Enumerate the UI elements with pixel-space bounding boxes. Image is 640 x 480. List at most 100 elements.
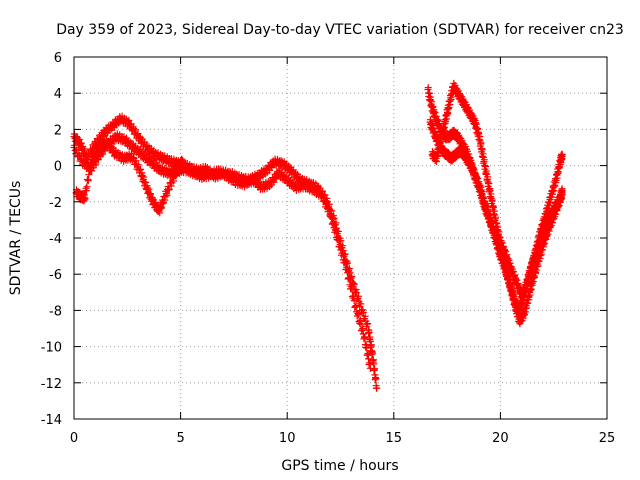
data-point	[493, 220, 501, 228]
data-point	[348, 285, 356, 293]
data-point	[356, 317, 364, 325]
data-point	[366, 364, 374, 372]
data-point	[445, 104, 453, 112]
y-tick-label: 4	[54, 87, 62, 102]
data-point	[163, 191, 171, 199]
data-point	[325, 205, 333, 213]
data-point	[339, 249, 347, 257]
data-point	[148, 195, 156, 203]
x-tick-label: 5	[176, 431, 184, 446]
data-point	[359, 308, 367, 316]
data-point	[478, 146, 486, 154]
data-point	[479, 193, 487, 201]
data-point	[344, 269, 352, 277]
data-point	[170, 177, 178, 185]
data-point	[440, 124, 448, 132]
data-point	[351, 303, 359, 311]
x-tick-label: 10	[279, 431, 296, 446]
data-point	[167, 182, 175, 190]
data-point	[165, 186, 173, 194]
data-point	[352, 302, 360, 310]
data-point	[372, 374, 380, 382]
data-point	[488, 196, 496, 204]
data-point	[350, 297, 358, 305]
data-point	[172, 172, 180, 180]
series-track-b	[70, 130, 374, 372]
data-point	[548, 193, 556, 201]
x-tick-label: 20	[492, 431, 509, 446]
data-point	[71, 141, 79, 149]
data-point	[320, 194, 328, 202]
data-point	[323, 199, 331, 207]
data-point	[318, 190, 326, 198]
data-point	[86, 166, 94, 174]
data-point	[162, 190, 170, 198]
data-point	[365, 328, 373, 336]
data-point	[496, 234, 504, 242]
data-point	[558, 187, 566, 195]
data-point	[364, 320, 372, 328]
data-point	[168, 179, 176, 187]
data-point	[128, 149, 136, 157]
x-tick-label: 25	[599, 431, 616, 446]
y-tick-label: -10	[41, 341, 62, 356]
data-point	[350, 292, 358, 300]
data-point	[322, 201, 330, 209]
data-point	[357, 320, 365, 328]
x-axis-label: GPS time / hours	[281, 458, 398, 474]
data-point	[132, 126, 140, 134]
data-point	[357, 300, 365, 308]
data-point	[509, 288, 517, 296]
y-tick-label: -2	[49, 196, 62, 211]
data-point	[141, 138, 149, 146]
data-point	[92, 160, 100, 168]
data-point	[434, 152, 442, 160]
x-tick-label: 0	[70, 431, 78, 446]
data-point	[325, 204, 333, 212]
data-point	[332, 227, 340, 235]
y-tick-label: 2	[54, 123, 62, 138]
data-point	[334, 236, 342, 244]
data-point	[83, 183, 91, 191]
y-tick-label: 0	[54, 160, 62, 175]
data-point	[475, 130, 483, 138]
data-point	[81, 194, 89, 202]
data-point	[179, 156, 187, 164]
data-point	[331, 226, 339, 234]
data-point	[485, 179, 493, 187]
data-point	[344, 275, 352, 283]
data-point	[354, 309, 362, 317]
data-point	[329, 218, 337, 226]
data-point	[329, 219, 337, 227]
data-point	[134, 161, 142, 169]
x-tick-label: 15	[386, 431, 403, 446]
y-tick-label: -12	[41, 377, 62, 392]
data-point	[481, 163, 489, 171]
data-point	[334, 233, 342, 241]
axis-ticks: -14 -12 -10 -8 -6 -4 -2 0 2 4 6 0 5 10 15 20 25	[41, 51, 616, 446]
y-tick-label: 6	[54, 51, 62, 66]
data-point	[363, 344, 371, 352]
y-tick-label: -4	[49, 232, 62, 247]
data-point	[84, 177, 92, 185]
data-points	[70, 79, 566, 392]
data-point	[361, 312, 369, 320]
data-point	[373, 384, 381, 392]
y-tick-label: -6	[49, 268, 62, 283]
data-point	[486, 187, 494, 195]
series-track-f	[428, 79, 566, 302]
data-point	[328, 214, 336, 222]
data-point	[489, 203, 497, 211]
y-tick-label: -14	[41, 413, 62, 428]
data-point	[336, 241, 344, 249]
y-tick-label: -8	[49, 304, 62, 319]
data-point	[178, 155, 186, 163]
data-point	[176, 164, 184, 172]
data-point	[327, 210, 335, 218]
data-point	[358, 326, 366, 334]
data-point	[137, 166, 145, 174]
data-point	[132, 157, 140, 165]
data-point	[437, 138, 445, 146]
y-axis-label: SDTVAR / TECUs	[8, 181, 24, 296]
